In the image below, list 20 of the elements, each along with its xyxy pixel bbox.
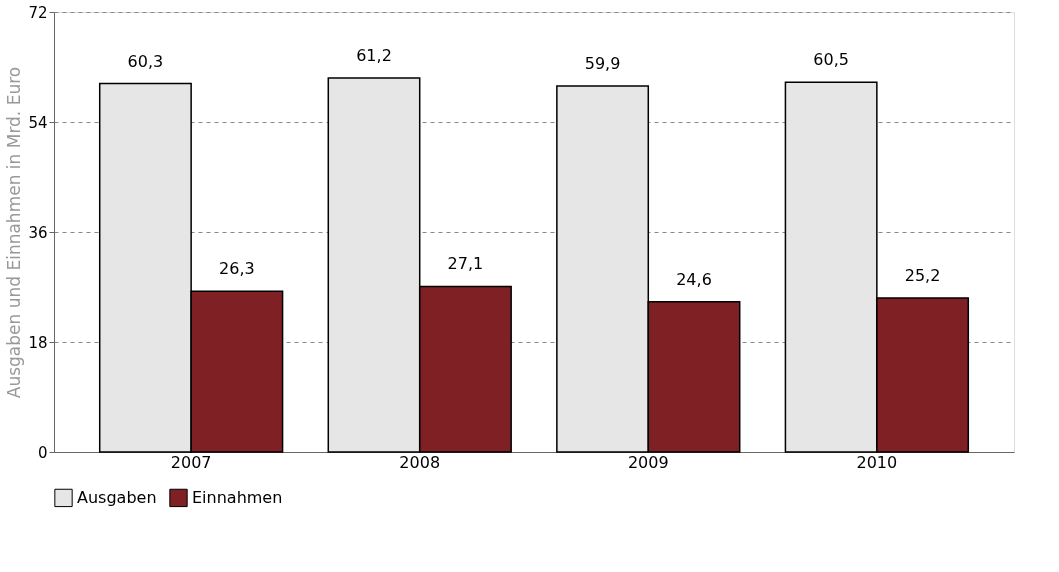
data-label: 59,9 [584,53,621,73]
data-label: 25,2 [904,266,941,285]
data-label: 60,5 [813,50,849,70]
y-axis-title: Ausgaben und Einnahmen in Mrd. Euro [4,66,25,399]
y-tick-label: 54 [28,113,48,132]
y-tick-label: 0 [37,443,48,462]
data-label: 60,3 [127,51,164,71]
legend-label: Ausgaben [77,487,157,507]
data-label: 26,3 [219,259,255,279]
x-tick-label: 2007 [170,452,212,472]
data-label: 27,1 [447,254,484,274]
data-label: 61,2 [356,46,392,65]
y-tick-label: 18 [28,333,48,352]
x-tick-label: 2008 [399,452,441,472]
y-tick-label: 72 [28,3,48,22]
y-tick-label: 36 [28,223,48,242]
legend-label: Einnahmen [192,487,283,507]
x-tick-label: 2010 [856,452,898,472]
x-tick-label: 2009 [627,452,669,472]
data-label: 24,6 [676,269,712,289]
